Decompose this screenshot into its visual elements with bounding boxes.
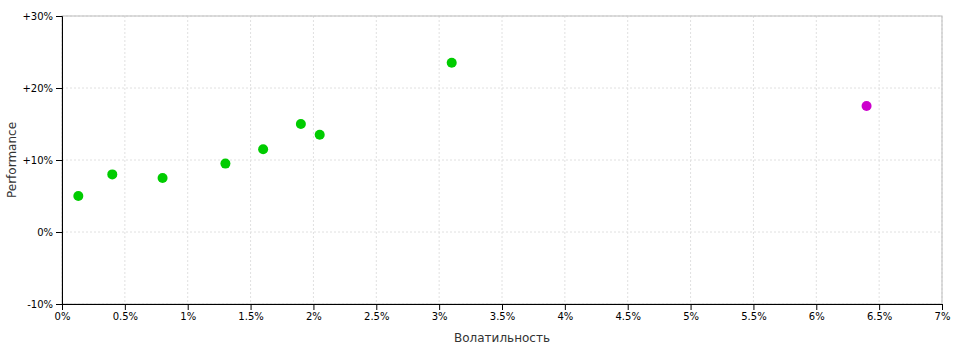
- axis-line: [63, 305, 943, 311]
- x-tick: 0.5%: [113, 304, 138, 322]
- x-tick-mark: [816, 304, 817, 310]
- x-tick: 3%: [432, 304, 448, 322]
- x-tick-label: 3%: [432, 311, 448, 322]
- x-tick-label: 0%: [55, 311, 71, 322]
- grid-line-y: [62, 232, 942, 233]
- x-tick-mark: [313, 304, 314, 310]
- y-tick-mark: [56, 160, 62, 161]
- x-tick-mark: [879, 304, 880, 310]
- x-tick-mark: [691, 304, 692, 310]
- y-tick-label: 0%: [37, 227, 53, 238]
- series: [73, 58, 456, 201]
- x-tick: 3.5%: [490, 304, 515, 322]
- x-tick-mark: [502, 304, 503, 310]
- x-tick-label: 6%: [809, 311, 825, 322]
- x-tick-label: 7%: [935, 311, 951, 322]
- x-tick-mark: [376, 304, 377, 310]
- x-tick: 6%: [809, 304, 825, 322]
- x-tick-label: 2%: [306, 311, 322, 322]
- y-tick-mark: [56, 304, 62, 305]
- y-tick: -10%: [27, 299, 62, 310]
- x-axis-title: Волатильность: [454, 331, 550, 345]
- y-tick-mark: [56, 88, 62, 89]
- x-tick-label: 1%: [180, 311, 196, 322]
- x-tick: 4.5%: [616, 304, 641, 322]
- grid: [62, 16, 942, 304]
- y-tick-mark: [56, 232, 62, 233]
- chart: 0% 0.5% 1% 1.5% 2% 2.5% 3% 3.5% 4% 4.5% 5% 5.5% 6% 6.…: [0, 0, 966, 350]
- x-tick: 2.5%: [364, 304, 389, 322]
- x-tick-mark: [251, 304, 252, 310]
- x-tick-mark: [439, 304, 440, 310]
- x-tick: 0%: [55, 304, 71, 322]
- y-tick: +20%: [22, 83, 62, 94]
- x-tick-mark: [188, 304, 189, 310]
- grid-line-x: [313, 16, 314, 304]
- y-tick-label: -10%: [27, 299, 53, 310]
- y-tick: +10%: [22, 155, 62, 166]
- plot: 0% 0.5% 1% 1.5% 2% 2.5% 3% 3.5% 4% 4.5% 5% 5.5% 6% 6.…: [22, 11, 950, 322]
- x-tick-label: 3.5%: [490, 311, 515, 322]
- point: [447, 58, 457, 68]
- grid-line-x: [124, 16, 125, 304]
- x-tick: 7%: [935, 304, 951, 322]
- y-axis: -10% 0% +10% +20% +30%: [22, 11, 62, 310]
- y-tick-label: +30%: [22, 11, 53, 22]
- y-axis-title: Performance: [5, 122, 19, 198]
- x-tick: 1.5%: [238, 304, 263, 322]
- y-tick-label: +20%: [22, 83, 53, 94]
- point: [315, 130, 325, 140]
- point: [107, 169, 117, 179]
- x-tick-label: 1.5%: [238, 311, 263, 322]
- x-tick-label: 6.5%: [867, 311, 892, 322]
- grid-line-x: [753, 16, 754, 304]
- x-tick: 2%: [306, 304, 322, 322]
- x-tick: 6.5%: [867, 304, 892, 322]
- point: [73, 191, 83, 201]
- y-tick: 0%: [37, 227, 62, 238]
- x-axis: 0% 0.5% 1% 1.5% 2% 2.5% 3% 3.5% 4% 4.5% 5% 5.5% 6% 6.…: [55, 304, 951, 322]
- grid-line-y: [62, 88, 942, 89]
- plot-frame: [62, 16, 942, 304]
- x-tick-label: 4.5%: [616, 311, 641, 322]
- grid-line-y: [62, 160, 942, 161]
- point: [258, 144, 268, 154]
- y-tick-mark: [56, 16, 62, 17]
- x-tick-mark: [753, 304, 754, 310]
- grid-line-x: [564, 16, 565, 304]
- x-tick-label: 5.5%: [741, 311, 766, 322]
- x-tick: 5.5%: [741, 304, 766, 322]
- series: [862, 101, 872, 111]
- x-tick: 1%: [180, 304, 196, 322]
- x-tick-label: 2.5%: [364, 311, 389, 322]
- x-tick-mark: [125, 304, 126, 310]
- y-tick: +30%: [22, 11, 62, 22]
- x-tick-mark: [565, 304, 566, 310]
- x-tick-label: 5%: [683, 311, 699, 322]
- point: [220, 159, 230, 169]
- x-tick-mark: [628, 304, 629, 310]
- point: [862, 101, 872, 111]
- point: [296, 119, 306, 129]
- x-tick: 4%: [557, 304, 573, 322]
- x-tick-label: 0.5%: [113, 311, 138, 322]
- marks: [73, 58, 871, 201]
- x-tick-mark: [942, 304, 943, 310]
- axis-line: [56, 17, 63, 305]
- x-tick: 5%: [683, 304, 699, 322]
- x-tick-label: 4%: [557, 311, 573, 322]
- y-tick-label: +10%: [22, 155, 53, 166]
- point: [158, 173, 168, 183]
